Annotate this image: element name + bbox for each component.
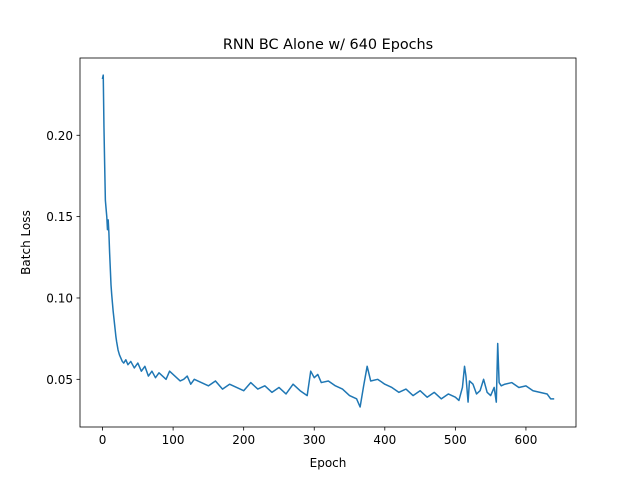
x-tick-label: 400 <box>373 433 396 447</box>
y-tick-label: 0.05 <box>46 373 73 387</box>
y-tick-label: 0.15 <box>46 210 73 224</box>
y-axis-ticks: 0.05 0.10 0.15 0.20 <box>46 129 80 387</box>
plot-area <box>80 58 576 427</box>
plot-frame <box>79 57 577 428</box>
chart-title: RNN BC Alone w/ 640 Epochs <box>223 37 433 53</box>
y-tick-label: 0.10 <box>46 291 73 305</box>
x-axis-ticks: 0 100 200 300 400 500 600 <box>99 427 537 447</box>
x-tick-label: 200 <box>232 433 255 447</box>
x-tick-label: 300 <box>303 433 326 447</box>
batch-loss-line <box>101 74 555 408</box>
y-axis-label: Batch Loss <box>19 210 33 275</box>
x-tick-label: 600 <box>514 433 537 447</box>
x-axis-label: Epoch <box>310 456 347 470</box>
x-tick-label: 500 <box>444 433 467 447</box>
y-tick-label: 0.20 <box>46 129 73 143</box>
x-tick-label: 0 <box>99 433 107 447</box>
x-tick-label: 100 <box>162 433 185 447</box>
